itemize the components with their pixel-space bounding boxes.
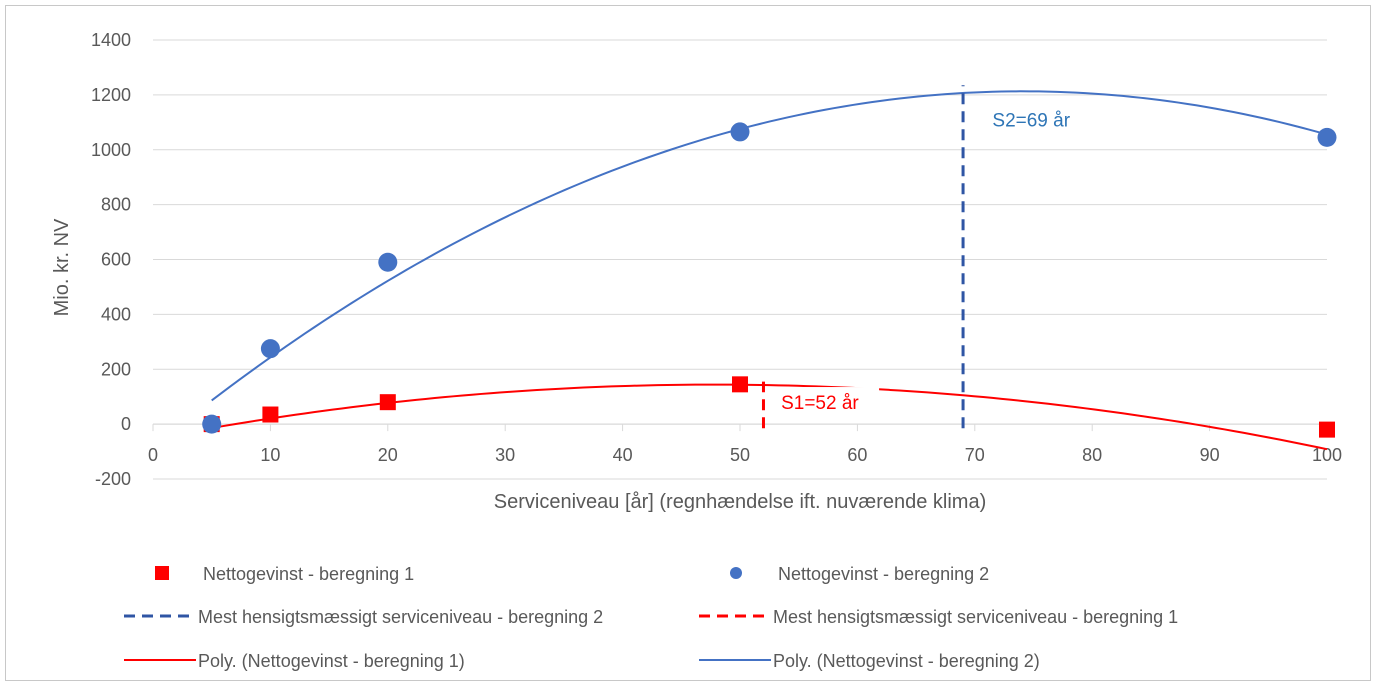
legend-item: Nettogevinst - beregning 1 <box>155 564 414 584</box>
x-tick-label: 80 <box>1082 445 1102 465</box>
annotation-label: S1=52 år <box>781 393 859 414</box>
legend-item: Poly. (Nettogevinst - beregning 1) <box>124 651 465 671</box>
legend-label: Nettogevinst - beregning 2 <box>778 564 989 584</box>
data-point-beregning-1 <box>262 406 279 423</box>
annotation-label: S2=69 år <box>992 110 1070 131</box>
trendline-beregning-1 <box>211 383 1328 451</box>
legend-label: Poly. (Nettogevinst - beregning 2) <box>773 651 1040 671</box>
grid-lines <box>153 39 1327 480</box>
x-tick-label: 40 <box>613 445 633 465</box>
data-point-beregning-1 <box>732 376 748 393</box>
x-tick-label: 20 <box>378 445 398 465</box>
y-tick-label: -200 <box>95 469 131 489</box>
y-tick-label: 600 <box>101 250 131 270</box>
x-tick-label: 50 <box>730 445 750 465</box>
y-axis-title: Mio. kr. NV <box>51 218 73 316</box>
legend-item: Nettogevinst - beregning 2 <box>730 564 989 584</box>
annotation-background <box>986 104 1091 135</box>
legend-marker-circle <box>730 567 742 579</box>
legend-item: Poly. (Nettogevinst - beregning 2) <box>699 651 1040 671</box>
data-point-beregning-2 <box>260 339 280 359</box>
legend-label: Poly. (Nettogevinst - beregning 1) <box>198 651 465 671</box>
x-tick-label: 30 <box>495 445 515 465</box>
axes: -200 0 200 400 600 800 1000 1200 1400 0 10 20 30 40 50… <box>91 30 1342 489</box>
legend-label: Mest hensigtsmæssigt serviceniveau - ber… <box>198 607 603 627</box>
annotation-background <box>775 387 880 418</box>
annotations: S2=69 år S1=52 år <box>775 104 1091 418</box>
y-tick-label: 800 <box>101 195 131 215</box>
x-axis-title: Serviceniveau [år] (regnhændelse ift. nu… <box>494 491 986 513</box>
legend: Nettogevinst - beregning 1 Nettogevinst -… <box>124 564 1178 671</box>
x-tick-label: 100 <box>1312 445 1342 465</box>
legend-marker-square <box>155 566 169 580</box>
x-tick-label: 10 <box>260 445 280 465</box>
legend-label: Mest hensigtsmæssigt serviceniveau - ber… <box>773 607 1178 627</box>
y-tick-label: 1000 <box>91 140 131 160</box>
x-tick-label: 0 <box>148 445 158 465</box>
x-tick-label: 60 <box>847 445 867 465</box>
chart-frame <box>5 5 1371 681</box>
data-point-beregning-1 <box>379 394 396 411</box>
data-point-beregning-2 <box>730 122 750 142</box>
data-point-beregning-2 <box>202 414 222 434</box>
y-tick-label: 0 <box>121 414 131 434</box>
legend-label: Nettogevinst - beregning 1 <box>203 564 414 584</box>
data-point-beregning-2 <box>378 252 398 272</box>
legend-item: Mest hensigtsmæssigt serviceniveau - ber… <box>699 607 1178 627</box>
data-point-beregning-1 <box>1319 421 1335 438</box>
x-tick-label: 70 <box>965 445 985 465</box>
y-tick-label: 1200 <box>91 85 131 105</box>
x-tick-label: 90 <box>1200 445 1220 465</box>
y-tick-label: 1400 <box>91 30 131 50</box>
legend-item: Mest hensigtsmæssigt serviceniveau - ber… <box>124 607 603 627</box>
trendline-beregning-2 <box>211 90 1328 402</box>
y-tick-label: 200 <box>101 359 131 379</box>
y-tick-label: 400 <box>101 304 131 324</box>
plot-area <box>202 85 1337 451</box>
data-point-beregning-2 <box>1317 127 1337 147</box>
